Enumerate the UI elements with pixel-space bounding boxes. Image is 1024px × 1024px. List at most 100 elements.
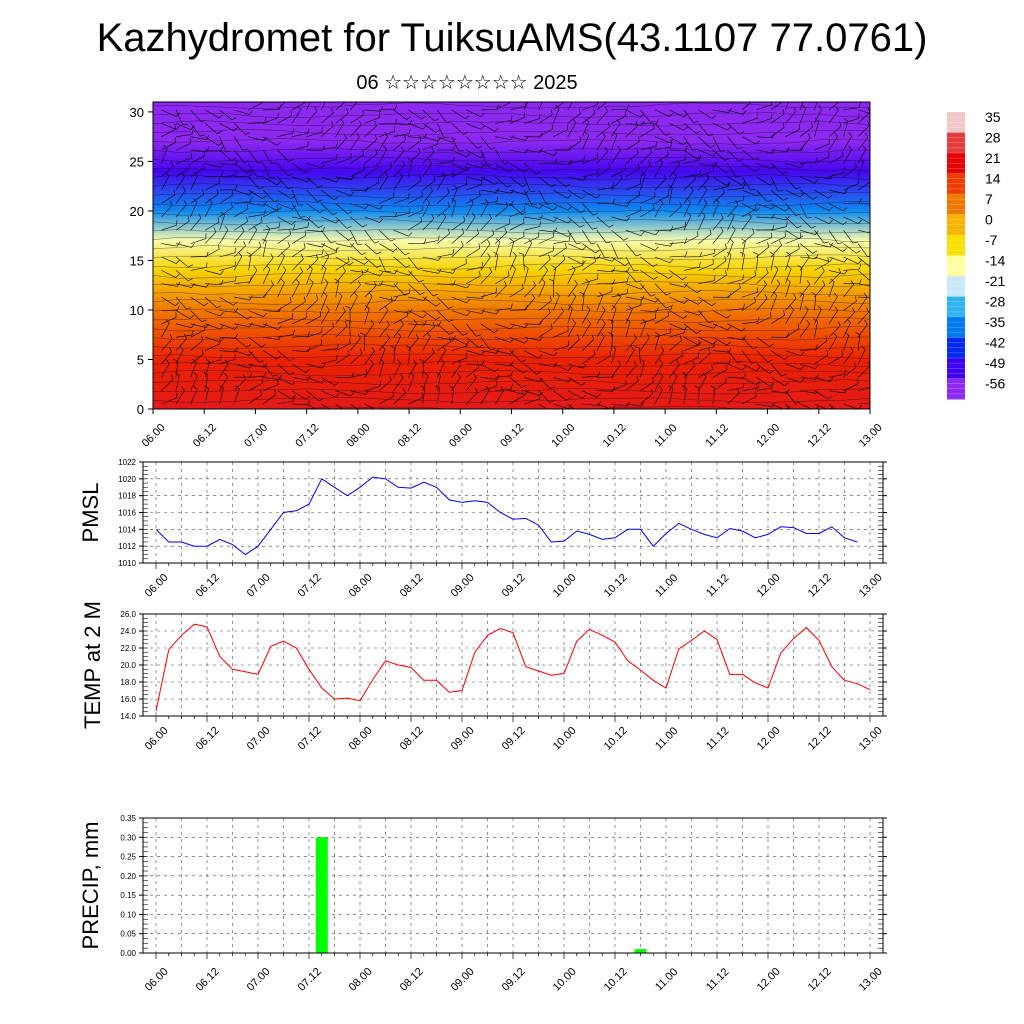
x-tick-label: 12.12 [806,572,834,600]
wind-barb [799,104,807,124]
wind-barb [785,243,800,258]
wind-barb [828,150,844,164]
wind-barb [683,198,691,218]
x-tick-label: 10.12 [602,966,630,994]
wind-barb [712,213,724,231]
wind-barb [219,170,238,178]
wind-barb [480,386,490,405]
wind-barb [567,189,586,199]
x-tick-label: 13.00 [857,725,885,753]
wind-barb [344,319,351,338]
wind-barb [683,296,703,305]
wind-barb [335,403,343,409]
wind-barb [451,283,471,289]
contour-line [153,209,870,216]
wind-barb [698,173,710,191]
wind-barb [611,276,629,284]
wind-barb [408,147,421,164]
colorbar-label: -28 [985,294,1005,310]
wind-barb [480,136,496,150]
wind-barb [828,403,836,409]
wind-barb [349,230,363,245]
wind-barb [262,203,282,212]
wind-barb [306,294,319,311]
wind-barb [408,205,424,218]
wind-barb [640,318,647,338]
wind-barb [596,182,614,191]
y-tick-label: 30 [130,105,144,120]
wind-barb [640,283,656,297]
colorbar-label: 7 [985,191,993,207]
wind-barb [408,135,422,151]
wind-barb [393,193,410,204]
wind-barb [451,164,467,178]
wind-barb [611,229,629,241]
contour-line [153,156,870,163]
wind-barb [770,310,785,325]
precip-panel: 0.00 0.05 0.10 0.15 0.20 0.25 0.30 0.35 06.00 06.… [78,814,887,994]
wind-barb [567,390,586,399]
wind-barb [727,195,745,204]
wind-barb [219,202,233,218]
x-tick-label: 11.12 [704,572,731,599]
wind-barb [263,374,282,380]
wind-barb [727,388,740,405]
wind-barb [495,135,514,140]
wind-barb [843,264,862,271]
wind-barb [567,260,584,271]
wind-barb [173,358,179,378]
wind-barb [393,229,413,237]
colorbar-label: -35 [985,314,1005,330]
wind-barb [233,136,248,151]
wind-barb [306,163,326,169]
wind-barb [407,256,423,270]
wind-barb [495,370,513,378]
wind-barb [277,241,290,258]
wind-barb [857,158,864,177]
wind-barb [857,243,870,257]
wind-barb [843,132,853,151]
wind-barb [219,359,229,378]
wind-barb [204,338,220,351]
wind-barb [466,362,480,378]
wind-barb [205,280,224,286]
wind-barb [480,187,500,193]
wind-barb [306,390,324,402]
wind-barb [625,346,635,365]
wind-barb [669,296,688,304]
wind-barb [379,296,393,311]
wind-barb [262,379,279,391]
wind-barb [770,215,790,221]
wind-barb [437,335,456,341]
wind-barb [248,378,264,391]
wind-barb [364,381,381,391]
wind-barb [480,123,499,132]
wind-barb [480,104,499,111]
wind-barb [611,360,622,378]
wind-barb [233,149,249,163]
wind-barb [582,189,601,199]
wind-barb [843,280,854,298]
wind-barb [349,292,358,311]
wind-barb [161,256,180,264]
colorbar-label: -42 [985,335,1005,351]
wind-barb [161,172,170,191]
wind-barb [654,141,672,151]
y-tick-label: 14.0 [120,712,136,721]
wind-barb [843,162,857,178]
wind-barb [828,102,840,111]
minor-ticks [143,613,883,717]
wind-barb [320,102,326,111]
wind-barb [538,109,553,124]
wind-barb [712,226,724,244]
x-tick-label: 07.00 [242,422,270,450]
wind-barb [640,203,655,218]
wind-barb [175,330,194,338]
wind-barb [306,189,323,203]
wind-barb [451,340,468,351]
wind-barb [495,176,512,188]
wind-barb [190,189,205,204]
wind-barb [335,203,353,215]
wind-barb [712,364,728,378]
contour-line [153,334,870,341]
